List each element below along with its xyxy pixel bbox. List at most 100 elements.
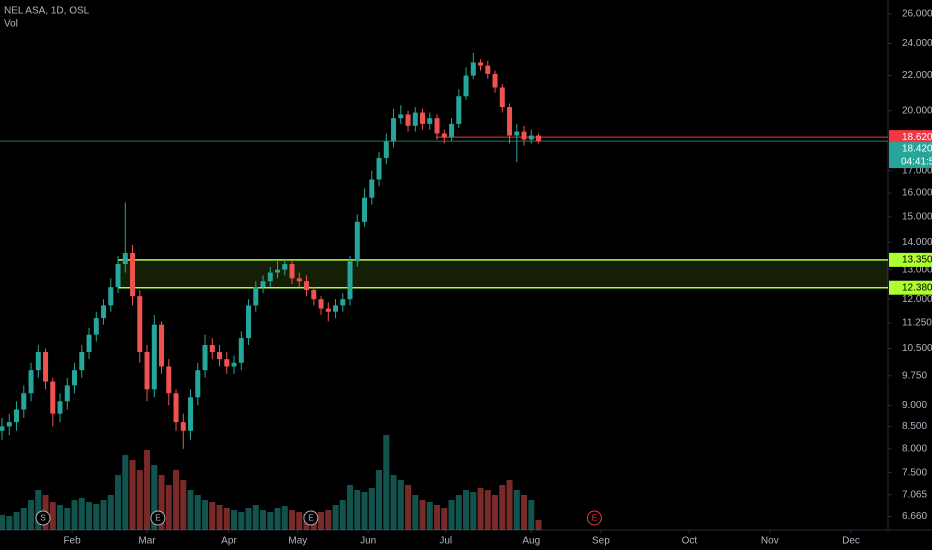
candle-body — [115, 264, 121, 288]
zone-price-tag — [889, 280, 932, 295]
volume-bar — [426, 502, 433, 530]
candle-body — [325, 308, 331, 312]
candle-body — [151, 324, 157, 390]
candle-body — [347, 261, 353, 300]
volume-bar — [231, 510, 238, 530]
candle-body — [173, 393, 179, 423]
volume-bar — [376, 470, 383, 530]
candle-body — [21, 393, 27, 410]
zone-price-tag — [889, 252, 932, 267]
candle-body — [43, 352, 49, 382]
candle-body — [514, 131, 520, 136]
candle-body — [180, 422, 186, 431]
volume-bar — [165, 485, 172, 530]
y-tick-label: 26.000 — [902, 9, 932, 20]
volume-bar — [151, 465, 158, 530]
candle-body — [28, 370, 34, 394]
candle-body — [122, 253, 128, 265]
volume-bar — [115, 475, 122, 530]
y-tick-label: 11.250 — [902, 318, 932, 329]
candle-body — [202, 344, 208, 371]
candle-body — [282, 264, 288, 270]
candle-body — [101, 305, 107, 319]
candle-body — [217, 352, 223, 360]
candle-body — [354, 221, 360, 262]
candle-body — [449, 123, 455, 138]
candle-body — [6, 422, 12, 427]
volume-bar — [361, 492, 368, 530]
candle-body — [159, 324, 165, 367]
candle-body — [333, 305, 339, 312]
y-tick-label: 17.000 — [902, 165, 932, 176]
y-tick-label: 8.500 — [902, 421, 927, 432]
last-price-tag — [889, 142, 932, 169]
candle-body — [267, 272, 273, 282]
volume-bar — [448, 500, 455, 530]
candle-body — [57, 401, 63, 414]
event-label: E — [155, 514, 160, 523]
candle-body — [311, 290, 317, 300]
candle-body — [260, 281, 266, 288]
candle-body — [35, 352, 41, 371]
x-tick-label: Apr — [221, 536, 237, 547]
volume-bar — [0, 515, 6, 530]
volume-bar — [223, 508, 230, 530]
candle-body — [405, 114, 411, 126]
volume-bar — [535, 520, 542, 530]
y-tick-label: 9.750 — [902, 370, 927, 381]
volume-bar — [194, 495, 201, 530]
event-label: S — [40, 514, 45, 523]
volume-bar — [158, 475, 165, 530]
y-tick-label: 24.000 — [902, 38, 932, 49]
event-marker — [35, 510, 51, 526]
candle-body — [427, 118, 433, 124]
x-tick-label: Jun — [360, 536, 376, 547]
price-tag — [889, 130, 932, 145]
y-tick-label: 15.000 — [902, 212, 932, 223]
volume-bar — [144, 450, 151, 530]
candle-body — [398, 114, 404, 119]
event-marker — [586, 510, 602, 526]
volume-bar — [419, 500, 426, 530]
candle-body — [485, 65, 491, 74]
volume-bar — [289, 510, 296, 530]
candle-body — [224, 359, 230, 367]
candle-body — [188, 397, 194, 431]
candle-body — [441, 133, 447, 138]
candle-body — [536, 135, 542, 142]
candle-body — [86, 334, 92, 353]
y-tick-label: 20.000 — [902, 105, 932, 116]
volume-bar — [390, 475, 397, 530]
volume-bar — [93, 504, 100, 530]
candle-body — [383, 141, 389, 158]
candle-body — [391, 118, 397, 142]
zone — [118, 259, 889, 288]
volume-bar — [383, 435, 390, 530]
zone-price-label: 12.380 — [902, 282, 932, 293]
candle-body — [166, 366, 172, 394]
volume-bar — [245, 508, 252, 530]
x-tick-label: Jul — [439, 536, 452, 547]
candle-body — [289, 264, 295, 279]
volume-bar — [470, 492, 477, 530]
volume-bar — [368, 488, 375, 530]
volume-bar — [412, 495, 419, 530]
volume-bar — [6, 516, 13, 530]
volume-bar — [71, 500, 78, 530]
volume-bar — [521, 495, 528, 530]
volume-bar — [35, 490, 42, 530]
volume-bar — [513, 490, 520, 530]
volume-bar — [173, 470, 180, 530]
volume-bar — [499, 485, 506, 530]
volume-bar — [281, 506, 288, 530]
candle-body — [130, 253, 136, 297]
volume-bar — [187, 490, 194, 530]
x-tick-label: Oct — [682, 536, 698, 547]
x-tick-label: Dec — [842, 536, 860, 547]
volume-bar — [318, 512, 325, 530]
volume-bar — [296, 512, 303, 530]
y-tick-label: 7.500 — [902, 467, 927, 478]
volume-bar — [528, 500, 535, 530]
volume-bar — [267, 512, 274, 530]
y-tick-label: 22.000 — [902, 70, 932, 81]
